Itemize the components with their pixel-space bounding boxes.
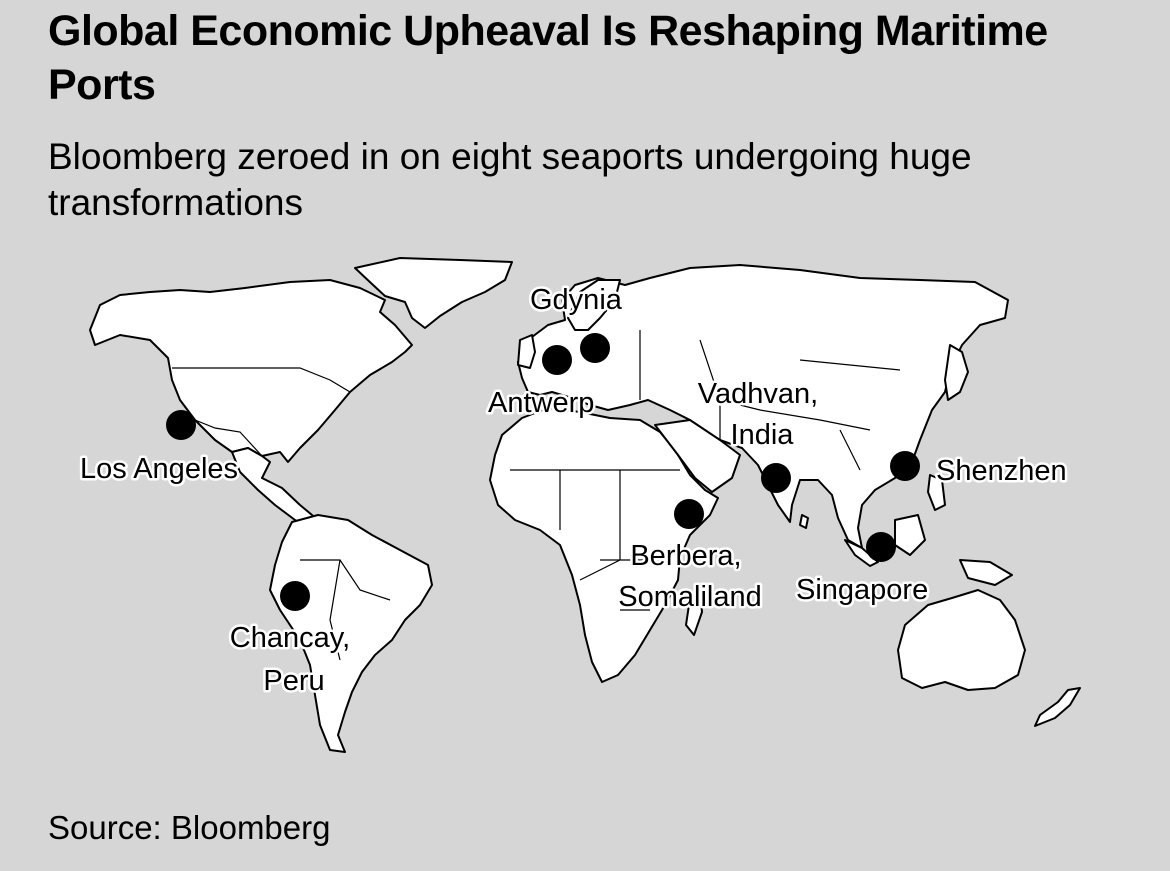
uk-landmass	[517, 334, 536, 369]
port-label-line: Vadhvan,	[698, 378, 818, 410]
port-label-singapore: Singapore	[796, 574, 928, 606]
scandinavia-landmass	[567, 279, 621, 331]
port-label-shenzhen: Shenzhen	[936, 455, 1067, 487]
port-label-line: Berbera,	[630, 540, 741, 572]
page-title: Global Economic Upheaval Is Reshaping Ma…	[48, 7, 1048, 109]
port-label-los-angeles: Los Angeles	[80, 453, 238, 485]
port-labels: Los Angeles Chancay, Peru Antwerp Gdynia…	[78, 282, 1070, 700]
port-label-berbera: Berbera, Somaliland	[618, 540, 761, 613]
port-label-line: Shenzhen	[936, 455, 1067, 487]
us-mexico-border	[194, 419, 263, 457]
port-label-vadhvan: Vadhvan, India	[698, 378, 826, 451]
port-label-line: India	[731, 419, 795, 451]
port-marker-los-angeles	[166, 410, 196, 440]
eurasia-borders	[639, 330, 901, 471]
port-label-chancay: Chancay, Peru	[230, 622, 358, 697]
world-map: Los Angeles Chancay, Peru Antwerp Gdynia…	[78, 257, 1081, 753]
port-marker-antwerp	[542, 345, 572, 375]
port-markers	[166, 333, 920, 611]
port-label-line: Gdynia	[530, 284, 623, 316]
port-label-gdynia: Gdynia	[530, 284, 623, 316]
australia-landmass	[897, 589, 1026, 691]
borneo-landmass	[894, 514, 926, 556]
page-subtitle: Bloomberg zeroed in on eight seaports un…	[48, 136, 972, 223]
north-america-landmass	[89, 279, 413, 463]
port-label-line: Chancay,	[230, 622, 350, 654]
port-marker-berbera	[674, 499, 704, 529]
philippines-landmass	[927, 474, 946, 511]
south-america-borders	[300, 559, 391, 661]
port-label-line: Los Angeles	[80, 453, 238, 485]
madagascar-landmass	[685, 591, 703, 636]
japan-landmass	[944, 344, 969, 401]
source-note: Source: Bloomberg	[48, 809, 331, 846]
port-marker-shenzhen	[890, 451, 920, 481]
central-america-landmass	[231, 447, 319, 531]
port-label-line: Peru	[263, 665, 324, 697]
africa-landmass	[489, 407, 719, 683]
africa-borders	[510, 469, 680, 611]
port-label-line: Singapore	[796, 574, 928, 606]
country-borders	[172, 330, 901, 661]
port-marker-vadhvan	[761, 463, 791, 493]
port-label-antwerp: Antwerp	[488, 387, 594, 419]
sumatra-landmass	[844, 539, 879, 567]
port-marker-chancay	[280, 581, 310, 611]
greenland-landmass	[354, 257, 513, 329]
port-label-line: Antwerp	[488, 387, 594, 419]
new-guinea-landmass	[959, 559, 1013, 586]
land-masses	[89, 257, 1081, 753]
port-label-line: Somaliland	[618, 581, 761, 613]
sri-lanka-landmass	[799, 514, 809, 529]
south-america-landmass	[269, 514, 433, 753]
us-canada-border	[172, 367, 351, 393]
new-zealand-landmass	[1034, 687, 1081, 727]
port-marker-singapore	[866, 532, 896, 562]
arabia-landmass	[654, 419, 741, 493]
port-marker-gdynia	[580, 333, 610, 363]
